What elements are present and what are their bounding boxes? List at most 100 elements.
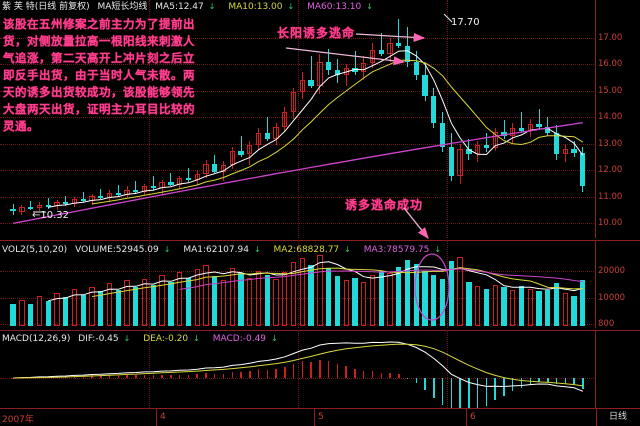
- candle-wick: [380, 32, 382, 57]
- volume-bar: [483, 288, 490, 326]
- volume-bar: [308, 265, 314, 326]
- macd-histogram-bar: [389, 372, 391, 378]
- macd-indicator-title: MACD(12,26,9): [2, 334, 71, 344]
- macd-histogram-bar: [187, 374, 190, 378]
- candle-wick: [187, 167, 189, 183]
- candle-body: [422, 75, 428, 97]
- arrow-to-volume-spike: [403, 207, 429, 240]
- candle-wick: [30, 200, 32, 211]
- macd-histogram-bar: [205, 372, 207, 378]
- macd-histogram-bar: [362, 370, 365, 378]
- candle-body: [290, 92, 297, 113]
- candle-wick: [152, 175, 154, 191]
- macd-histogram-bar: [582, 378, 584, 389]
- candle-wick: [47, 198, 49, 209]
- price-axis-tick: 13.00: [598, 138, 623, 149]
- candle-wick: [74, 196, 75, 208]
- candle-wick: [345, 64, 347, 86]
- volume-bar: [63, 296, 69, 326]
- candle-body: [510, 128, 516, 136]
- volume-chart-pane[interactable]: 20000 10000 800: [0, 240, 640, 328]
- candle-wick: [521, 112, 522, 134]
- macd-histogram-bar: [555, 378, 558, 384]
- high-price-tag: 17.70: [451, 17, 480, 28]
- macd-histogram-bar: [275, 368, 277, 378]
- volume-bar: [80, 295, 86, 326]
- date-axis-label: 4: [160, 412, 166, 422]
- candle-body: [255, 133, 262, 146]
- volume-axis-tick: 800: [598, 318, 615, 329]
- macd-histogram-bar: [117, 375, 120, 378]
- macd-axis-line: [595, 330, 596, 408]
- ma-line: [12, 121, 584, 225]
- candle-body: [273, 126, 279, 139]
- date-axis-right-separator: [596, 409, 597, 426]
- price-axis-tick: 15.00: [598, 85, 623, 96]
- macd-histogram-bar: [433, 378, 435, 398]
- macd-histogram-bar: [91, 375, 93, 378]
- candle-body: [457, 149, 463, 176]
- ma60-value: MA60:13.10 ↓: [307, 2, 373, 12]
- volume-bar: [185, 277, 192, 326]
- candle-body: [369, 49, 376, 64]
- macd-pane-top-border: [0, 330, 640, 331]
- macd-histogram-bar: [292, 363, 295, 378]
- volume-bar: [71, 288, 78, 326]
- period-selector[interactable]: 日线: [608, 412, 627, 422]
- macd-histogram-bar: [547, 378, 549, 382]
- volume-bar: [527, 288, 533, 326]
- macd-histogram-bar: [100, 375, 102, 378]
- candle-wick: [564, 143, 566, 163]
- candle-body: [571, 149, 577, 154]
- date-axis-separator: [156, 409, 157, 426]
- candle-wick: [135, 181, 137, 193]
- macd-histogram-bar: [538, 378, 540, 383]
- candle-wick: [354, 51, 356, 75]
- macd-histogram-bar: [406, 378, 409, 379]
- candle-body: [168, 182, 174, 185]
- candle-wick: [459, 143, 461, 184]
- macd-histogram-bar: [520, 378, 523, 389]
- volume-bar: [177, 272, 183, 326]
- candle-wick: [293, 88, 295, 119]
- price-vgridline: [447, 0, 448, 238]
- date-axis-label: 6: [470, 412, 476, 422]
- volume-vgridline: [298, 240, 299, 328]
- volume-ma1-value: MA1:62107.94 ↓: [183, 245, 261, 255]
- volume-value: VOLUME:52945.09 ↓: [75, 245, 171, 255]
- candle-wick: [503, 120, 505, 139]
- volume-indicator-title: VOL2(5,10,20): [2, 245, 68, 255]
- ma5-value: MA5:12.47 ↓: [155, 2, 216, 12]
- price-axis-tick: 10.00: [598, 218, 623, 229]
- candle-wick: [170, 173, 172, 187]
- ma-line: [91, 267, 583, 297]
- macd-histogram-bar: [564, 378, 567, 385]
- ma10-value: MA10:13.00 ↓: [228, 2, 295, 12]
- candle-wick: [485, 133, 487, 152]
- candle-wick: [529, 118, 531, 138]
- candle-wick: [91, 194, 93, 205]
- candle-wick: [65, 195, 67, 207]
- volume-bar: [553, 283, 560, 326]
- price-chart-pane[interactable]: 17.00 16.00 15.00 14.00 13.00 12.00 11.00 10.00: [0, 0, 640, 238]
- macd-histogram-bar: [143, 374, 146, 378]
- analysis-note: 该股在五州修案之前主力为了提前出货，对侧放量拉高一根阳线来刺激人气追涨，第二天高…: [3, 17, 195, 133]
- volume-bar: [290, 262, 297, 326]
- candle-body: [404, 45, 411, 62]
- volume-vgridline: [447, 240, 448, 328]
- price-axis-line: [595, 0, 596, 238]
- volume-bar: [54, 292, 60, 326]
- macd-vgridline: [447, 330, 448, 408]
- volume-bar: [334, 276, 341, 326]
- candle-body: [483, 145, 490, 148]
- volume-ma2-value: MA2:68828.77 ↓: [273, 245, 351, 255]
- candle-wick: [363, 56, 365, 81]
- macd-histogram-bar: [249, 370, 251, 378]
- volume-bar: [571, 295, 577, 326]
- macd-chart-pane[interactable]: [0, 330, 640, 414]
- candle-wick: [275, 122, 277, 146]
- macd-histogram-bar: [170, 374, 172, 378]
- volume-bar: [545, 290, 551, 326]
- candle-body: [492, 132, 498, 148]
